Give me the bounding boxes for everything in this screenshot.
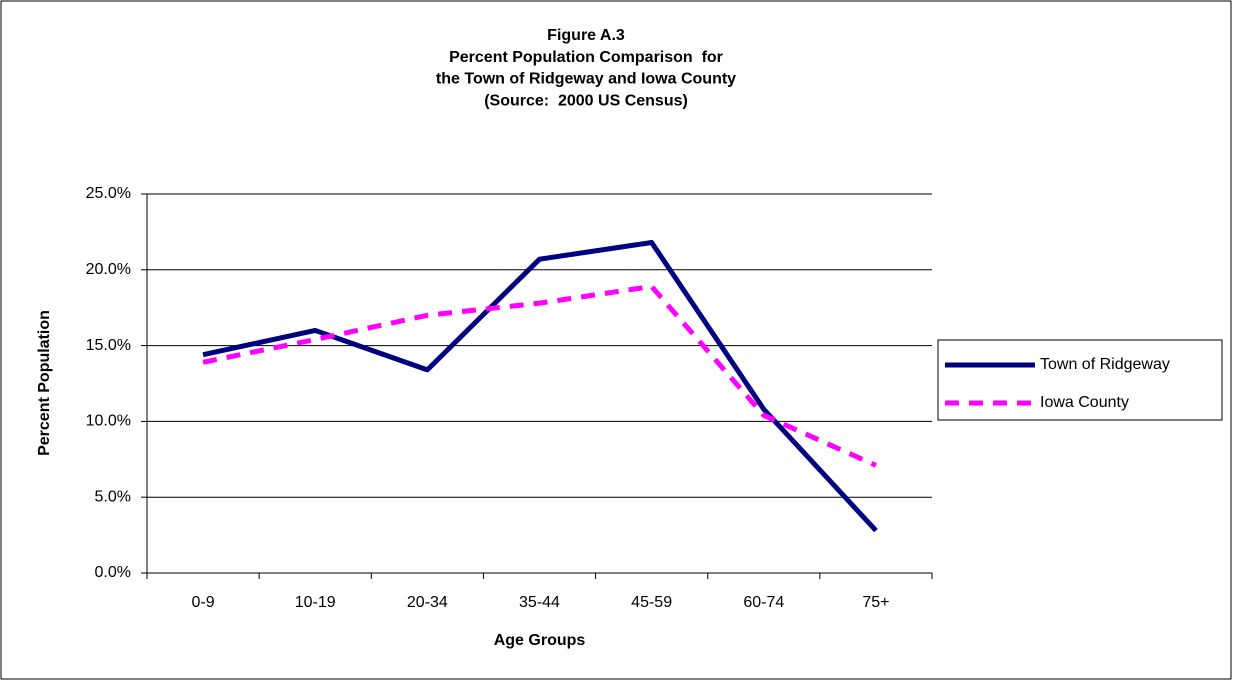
- y-tick-label: 15.0%: [86, 337, 131, 354]
- chart-title: (Source: 2000 US Census): [484, 92, 688, 109]
- x-tick-label: 60-74: [743, 594, 784, 611]
- x-tick-label: 45-59: [631, 594, 672, 611]
- chart-title: Figure A.3: [547, 27, 625, 44]
- y-tick-label: 0.0%: [95, 564, 131, 581]
- y-tick-label: 5.0%: [95, 488, 131, 505]
- x-axis-title: Age Groups: [494, 632, 586, 649]
- y-tick-label: 10.0%: [86, 413, 131, 430]
- legend-label: Iowa County: [1040, 394, 1129, 411]
- x-tick-label: 75+: [862, 594, 889, 611]
- legend-label: Town of Ridgeway: [1040, 356, 1170, 373]
- x-tick-label: 35-44: [519, 594, 560, 611]
- y-tick-label: 25.0%: [86, 185, 131, 202]
- legend-box: [937, 339, 1223, 421]
- series-line: [202, 240, 878, 533]
- chart-title: Percent Population Comparison for: [449, 49, 723, 66]
- y-tick-label: 20.0%: [86, 261, 131, 278]
- x-tick-label: 20-34: [407, 594, 448, 611]
- chart-title: the Town of Ridgeway and Iowa County: [436, 71, 736, 88]
- x-tick-label: 0-9: [192, 594, 215, 611]
- y-axis-title: Percent Population: [36, 310, 53, 456]
- series-line: [202, 283, 877, 468]
- x-tick-label: 10-19: [295, 594, 336, 611]
